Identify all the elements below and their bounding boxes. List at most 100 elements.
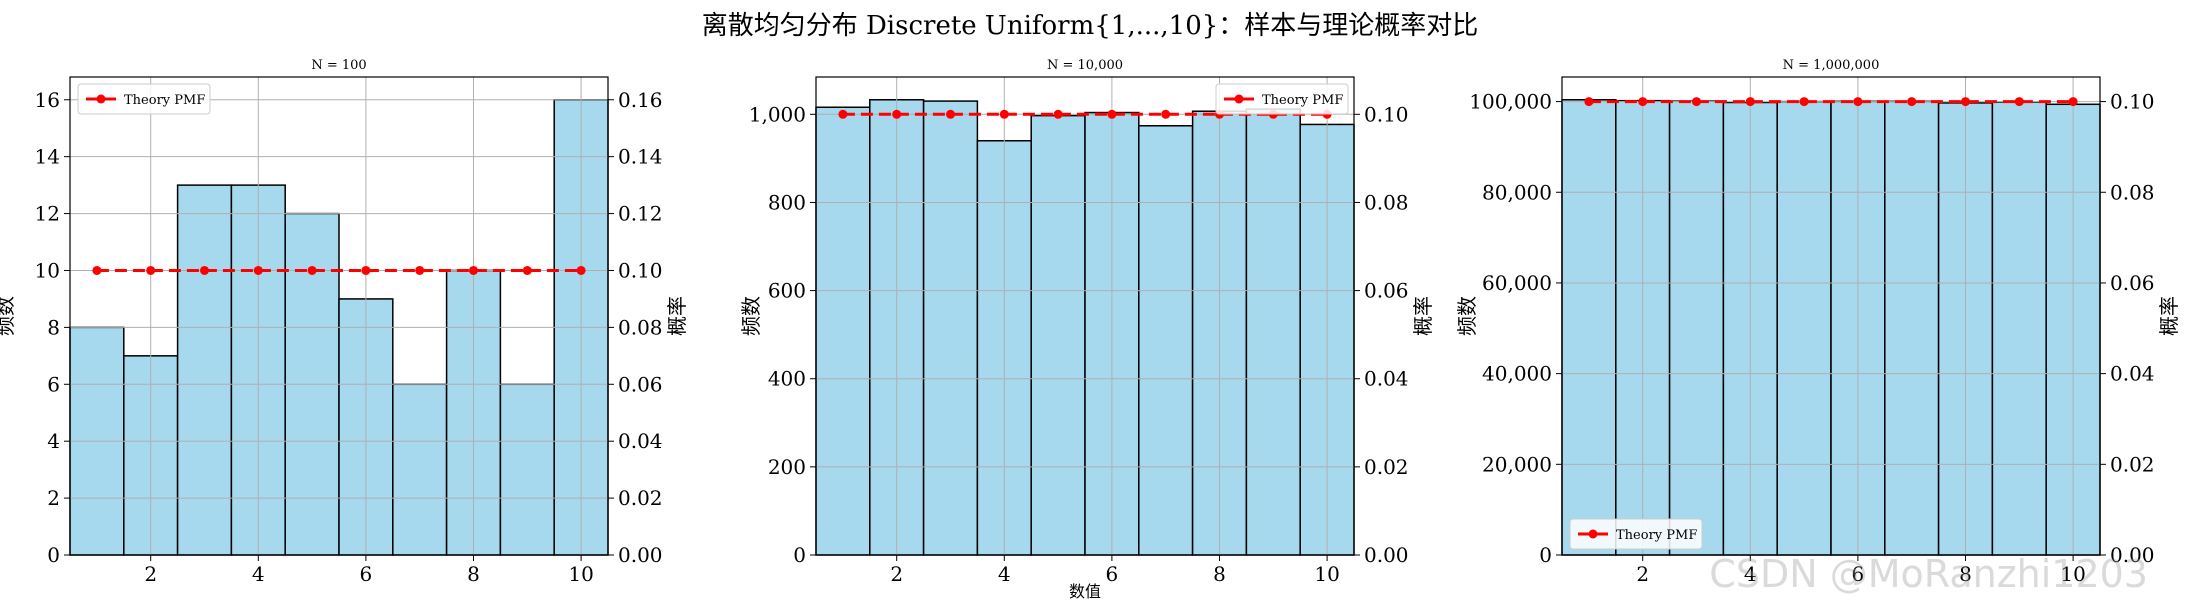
pmf-point-6 (1853, 97, 1863, 107)
pmf-point-8 (469, 265, 478, 275)
y-tick-label: 4 (47, 429, 60, 453)
pmf-point-6 (1107, 109, 1117, 119)
y-tick-label: 0 (793, 543, 806, 567)
y2-tick-label: 0.14 (618, 145, 663, 169)
y-tick-label: 600 (768, 279, 806, 303)
legend-box (1215, 83, 1349, 115)
bar-7 (1138, 125, 1194, 556)
pmf-point-3 (946, 109, 955, 119)
bar-9 (499, 383, 555, 556)
x-tick-label: 10 (2060, 562, 2085, 586)
bar-1 (815, 106, 871, 556)
y2-tick-label: 0.10 (618, 258, 663, 282)
y-axis-label: 频数 (739, 296, 763, 336)
y-tick-label: 20,000 (1482, 452, 1552, 476)
y-tick-label: 14 (35, 145, 60, 169)
y-tick-label: 60,000 (1482, 271, 1552, 295)
pmf-point-10 (576, 265, 586, 275)
pmf-point-10 (2068, 97, 2078, 107)
pmf-point-7 (415, 265, 425, 275)
figure-title: 离散均匀分布 Discrete Uniform{1,...,10}：样本与理论概… (702, 11, 1479, 41)
y-tick-label: 0 (47, 543, 60, 567)
pmf-point-6 (361, 265, 371, 275)
y-tick-label: 200 (768, 455, 806, 479)
y-tick-label: 400 (768, 367, 806, 391)
y-tick-label: 80,000 (1482, 180, 1552, 204)
x-tick-label: 8 (467, 562, 480, 586)
y2-tick-label: 0.00 (618, 543, 663, 567)
x-tick-label: 2 (1636, 562, 1649, 586)
pmf-point-4 (1745, 97, 1755, 107)
y-tick-label: 10 (35, 258, 60, 282)
legend: Theory PMF (77, 83, 211, 115)
watermark: CSDN @MoRanzhi1203 (1709, 552, 2148, 596)
x-tick-label: 2 (890, 562, 903, 586)
legend-marker-swatch (96, 94, 106, 104)
legend-box (77, 83, 211, 115)
pmf-point-5 (307, 265, 317, 275)
plot-frame (815, 76, 1355, 556)
x-tick-label: 8 (1213, 562, 1226, 586)
x-tick-label: 10 (568, 562, 593, 586)
x-tick-label: 4 (998, 562, 1011, 586)
bar-5 (1030, 114, 1086, 556)
pmf-point-1 (838, 109, 848, 119)
y2-tick-label: 0.16 (618, 88, 663, 112)
x-tick-label: 4 (252, 562, 265, 586)
y2-tick-label: 0.06 (618, 372, 663, 396)
y-tick-label: 8 (47, 315, 60, 339)
y-tick-label: 1,000 (749, 102, 806, 126)
y2-tick-label: 0.10 (2110, 90, 2155, 114)
pmf-point-1 (92, 265, 102, 275)
pmf-point-4 (253, 265, 263, 275)
bar-5 (1776, 100, 1832, 556)
y-tick-label: 16 (35, 88, 60, 112)
bar-3 (922, 100, 979, 556)
y-tick-label: 2 (47, 486, 60, 510)
x-tick-label: 6 (1106, 562, 1119, 586)
y2-tick-label: 0.10 (1364, 102, 1409, 126)
y-tick-label: 800 (768, 190, 806, 214)
x-tick-label: 6 (360, 562, 373, 586)
y2-tick-label: 0.08 (2110, 180, 2155, 204)
y2-tick-label: 0.04 (618, 429, 663, 453)
legend: Theory PMF (1215, 83, 1349, 115)
y-tick-label: 6 (47, 372, 60, 396)
bar-9 (1245, 108, 1301, 556)
y-axis-label: 频数 (0, 296, 17, 336)
bar-7 (392, 383, 448, 556)
legend-label: Theory PMF (124, 93, 205, 108)
legend-marker-swatch (1234, 94, 1244, 104)
y2-tick-label: 0.02 (1364, 455, 1409, 479)
x-tick-label: 4 (1744, 562, 1757, 586)
y2-axis-label: 概率 (665, 296, 689, 336)
y2-tick-label: 0.04 (1364, 367, 1409, 391)
legend-label: Theory PMF (1616, 528, 1697, 543)
legend-box (1569, 518, 1703, 550)
y-tick-label: 100,000 (1469, 90, 1552, 114)
x-tick-label: 6 (1852, 562, 1865, 586)
chart-panel-2: 2 4 6 8 10 0 200 400 600 800 1,000 0.00 0.02 0.04 0.06… (739, 58, 1435, 601)
y2-tick-label: 0.06 (1364, 279, 1409, 303)
y2-tick-label: 0.12 (618, 202, 663, 226)
pmf-point-3 (1692, 97, 1701, 107)
pmf-point-8 (1961, 97, 1970, 107)
y-tick-label: 40,000 (1482, 362, 1552, 386)
y2-axis-label: 概率 (1411, 296, 1435, 336)
pmf-point-4 (999, 109, 1009, 119)
x-tick-label: 10 (1314, 562, 1339, 586)
y2-tick-label: 0.00 (1364, 543, 1409, 567)
pmf-point-7 (1907, 97, 1917, 107)
x-tick-label: 2 (144, 562, 157, 586)
pmf-point-9 (522, 265, 532, 275)
pmf-point-7 (1161, 109, 1171, 119)
bar-7 (1884, 100, 1940, 556)
y2-tick-label: 0.04 (2110, 362, 2155, 386)
plot-frame (1561, 76, 2101, 556)
pmf-point-5 (1053, 109, 1063, 119)
y2-tick-label: 0.08 (618, 315, 663, 339)
plot-frame (69, 76, 609, 556)
y2-tick-label: 0.02 (2110, 452, 2155, 476)
pmf-point-3 (200, 265, 209, 275)
